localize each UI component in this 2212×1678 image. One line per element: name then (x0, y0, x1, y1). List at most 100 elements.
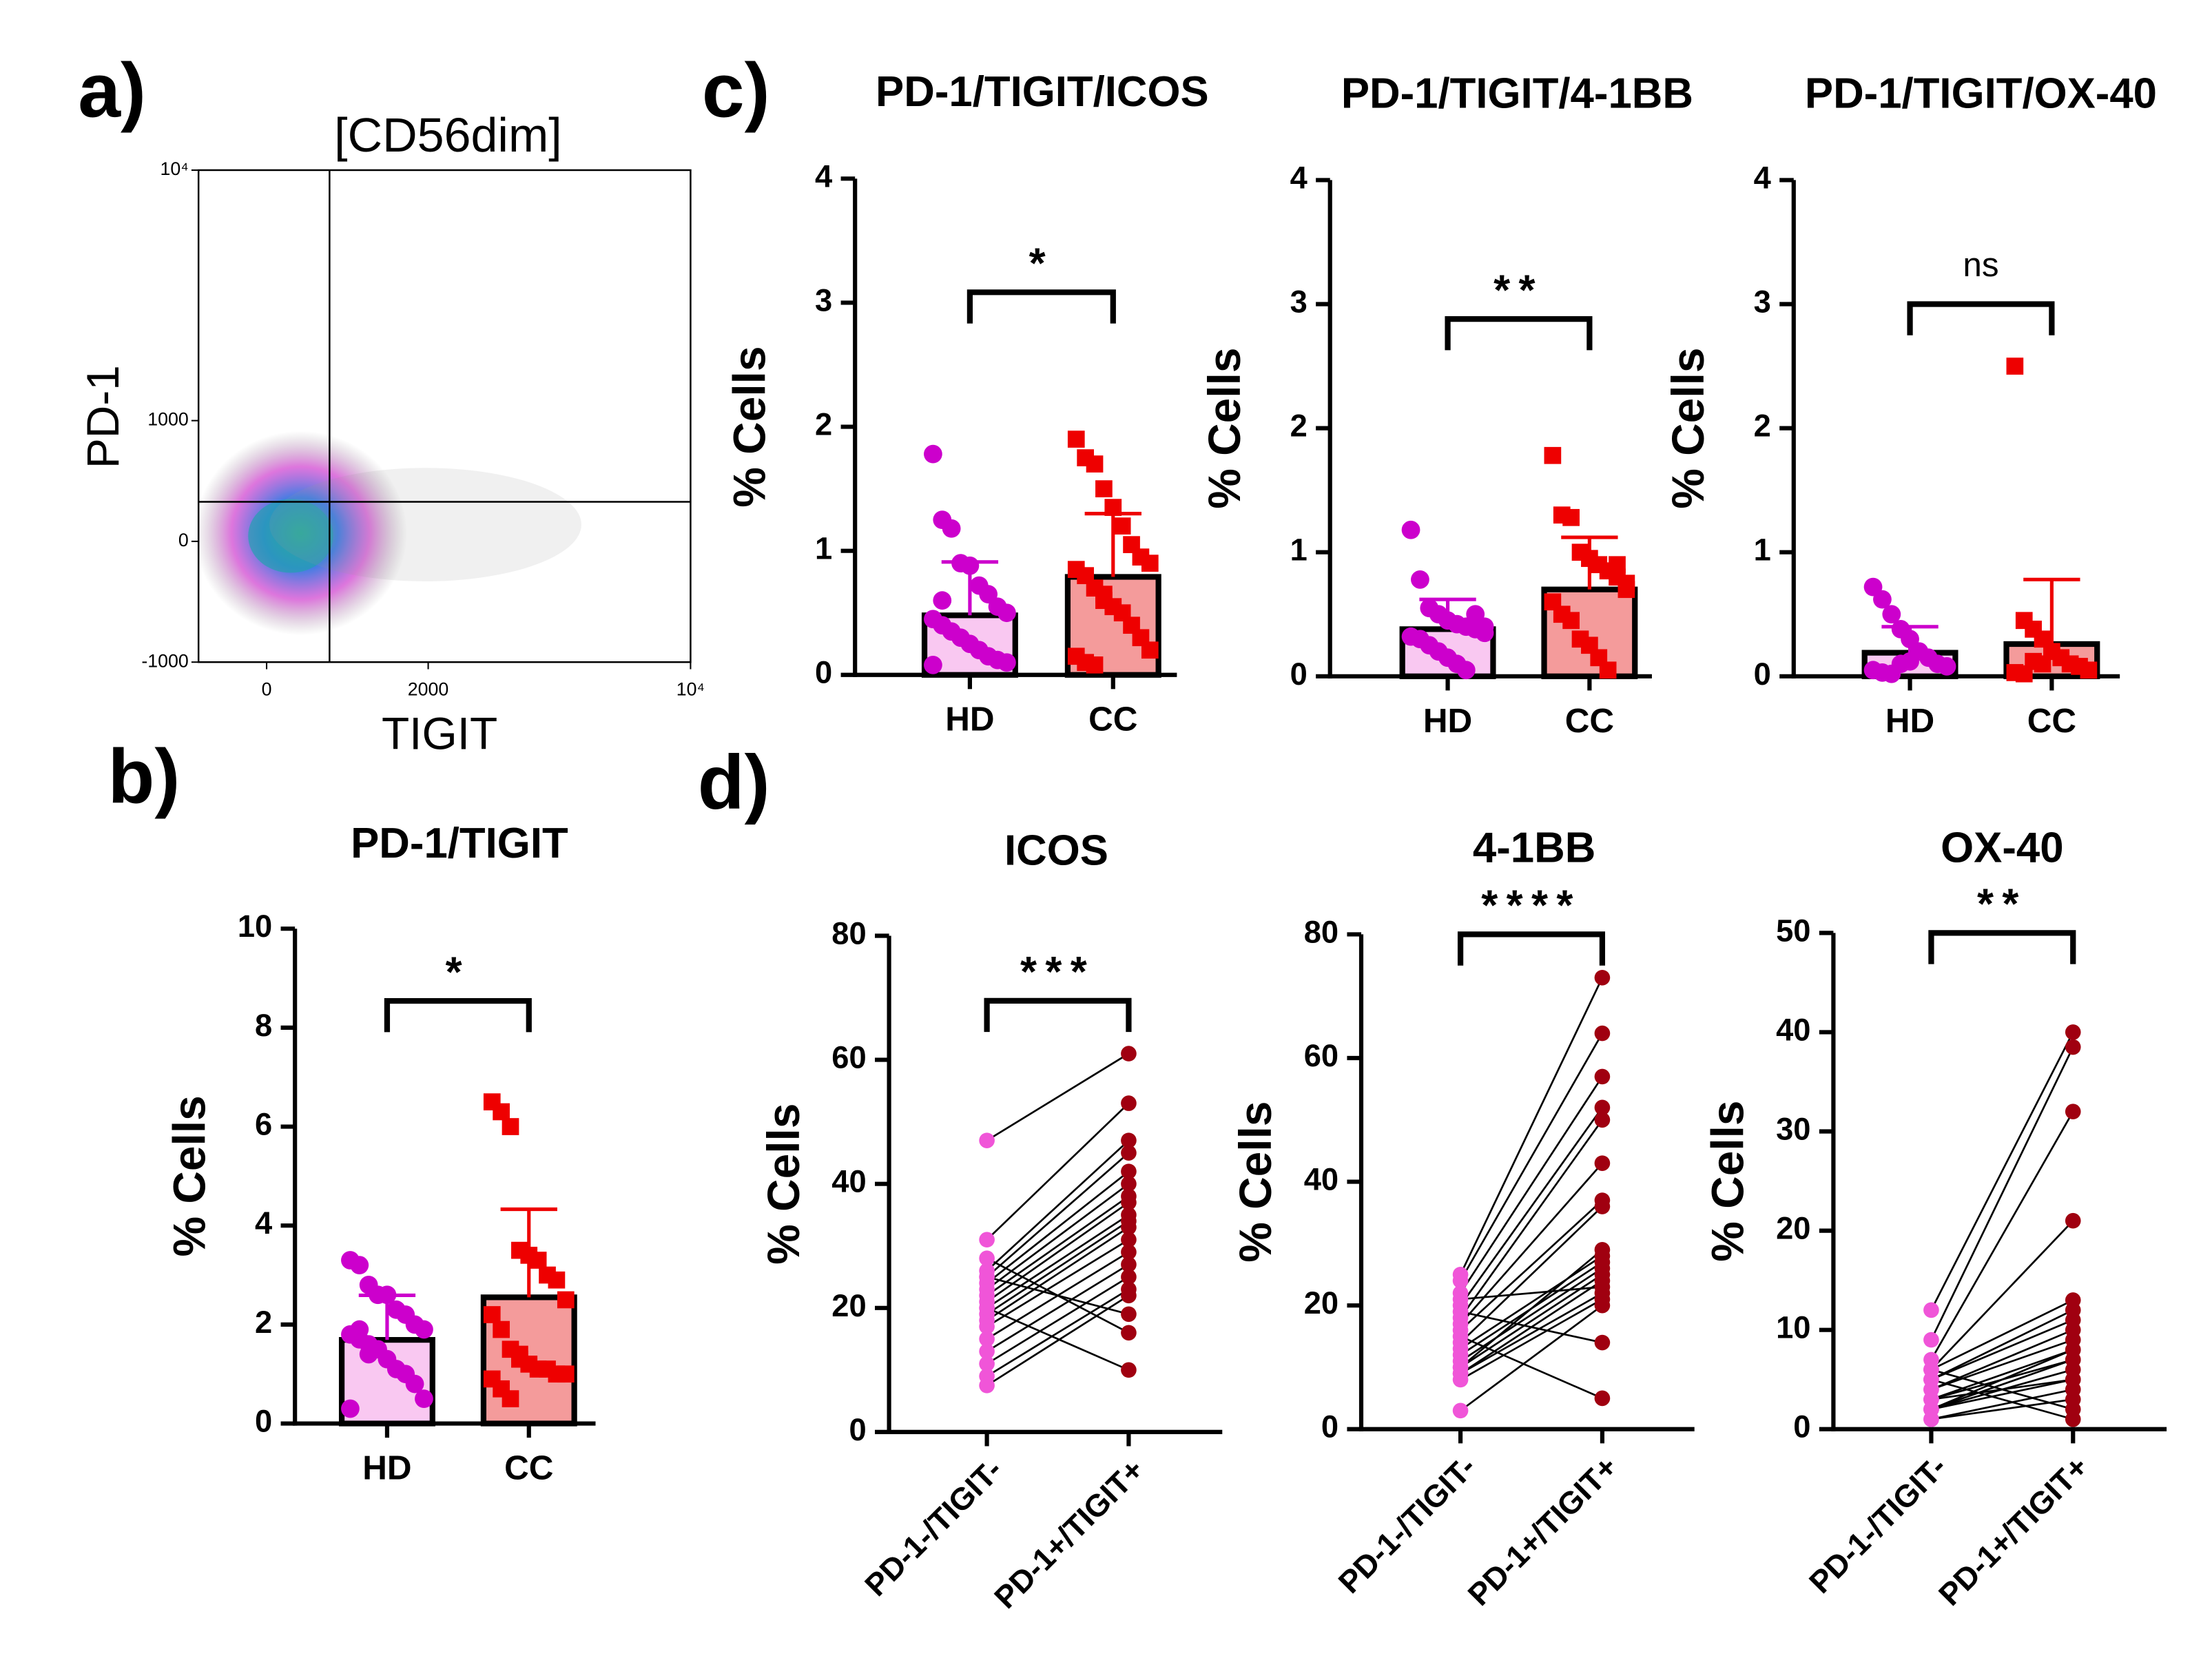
significance-bracket (1457, 931, 1606, 966)
data-point (1086, 656, 1104, 674)
data-point (1562, 508, 1580, 526)
data-point (1475, 617, 1494, 636)
x-tick-label: 10⁴ (676, 679, 705, 699)
y-tick-label: 20 (1776, 1211, 1810, 1246)
y-tick-label: 3 (1290, 284, 1307, 319)
pair-line (1930, 1220, 2074, 1371)
y-tick-label: 0 (815, 655, 832, 690)
significance-label: * (1029, 240, 1054, 288)
y-tick-label: 2 (1290, 408, 1307, 444)
x-axis-label: TIGIT (382, 708, 497, 759)
event-cloud-tail (269, 468, 581, 581)
data-point (942, 519, 961, 538)
y-tick-label: 0 (255, 1404, 272, 1439)
y-tick-label: 0 (1754, 656, 1771, 692)
pair-line (1930, 1299, 2074, 1371)
x-tick-label: CC (2027, 702, 2076, 740)
y-tick-label: 3 (1754, 284, 1771, 319)
x-tick-label: HD (1885, 702, 1934, 740)
y-tick-label: 4 (815, 158, 832, 194)
y-tick-label: 4 (255, 1205, 272, 1241)
pair-line (1931, 1378, 2074, 1400)
y-tick-label: 10 (238, 909, 272, 944)
pair-line (1460, 1205, 1603, 1344)
y-axis-label: % Cells (758, 1104, 809, 1265)
significance-bracket (1907, 301, 2055, 335)
y-tick-label: 0 (1793, 1409, 1810, 1444)
data-point (529, 1252, 547, 1269)
pair-line (1460, 1267, 1603, 1363)
pair-line (986, 1220, 1130, 1315)
data-point (979, 1250, 995, 1267)
data-point (1121, 1256, 1137, 1273)
data-point (1937, 657, 1956, 676)
y-tick-label: 60 (831, 1040, 866, 1075)
data-point (1594, 1242, 1611, 1258)
data-point (979, 1318, 995, 1335)
y-axis-label: % Cells (723, 346, 774, 507)
data-point (1141, 641, 1159, 659)
pair-line (1459, 1033, 1604, 1281)
pair-line (1460, 1305, 1603, 1411)
data-point (557, 1291, 575, 1309)
data-point (350, 1320, 369, 1339)
data-point (1401, 520, 1420, 539)
data-point (2080, 661, 2098, 679)
data-point (979, 1300, 995, 1316)
data-point (1599, 661, 1617, 679)
y-axis-label: PD-1 (77, 365, 128, 468)
data-point (2065, 1411, 2081, 1427)
data-point (924, 655, 942, 674)
pair-line (986, 1139, 1130, 1272)
y-tick-label: 60 (1304, 1038, 1338, 1073)
pair-line (1930, 1319, 2074, 1380)
pair-line (1459, 1119, 1603, 1318)
significance-label: *** (1020, 949, 1095, 996)
pair-line (986, 1053, 1130, 1141)
y-tick-label: 4 (1754, 160, 1771, 195)
pair-line (1459, 1107, 1603, 1306)
pair-line (986, 1201, 1130, 1303)
significance-bracket (984, 997, 1132, 1033)
y-tick-label: 2 (815, 407, 832, 442)
pair-line (1460, 1292, 1603, 1375)
x-tick-label: CC (1565, 702, 1614, 740)
pair-line (1930, 1329, 2074, 1391)
significance-bracket (967, 289, 1116, 324)
pair-line (986, 1170, 1130, 1284)
chart-title: OX-40 (1941, 824, 2063, 871)
data-point (1095, 480, 1113, 497)
data-point (2065, 1371, 2081, 1388)
data-point (493, 1320, 510, 1338)
data-point (502, 1390, 519, 1407)
data-point (1141, 555, 1159, 572)
pair-line (1460, 1199, 1603, 1332)
data-point (415, 1320, 433, 1339)
y-tick-label: 20 (831, 1288, 866, 1323)
data-point (1121, 1325, 1137, 1341)
data-point (1121, 1194, 1137, 1211)
pair-line (986, 1288, 1130, 1377)
y-tick-label: 4 (1290, 160, 1307, 195)
data-point (1594, 1025, 1611, 1042)
data-point (1562, 612, 1580, 630)
significance-label: ** (1977, 881, 2027, 929)
data-point (1104, 499, 1122, 516)
pair-line (1459, 1076, 1604, 1294)
chart-title: [CD56dim] (334, 108, 562, 162)
data-point (1452, 1359, 1469, 1376)
x-tick-label: HD (362, 1449, 411, 1487)
pair-line (1930, 1338, 2074, 1391)
y-tick-label: 0 (178, 530, 189, 550)
y-tick-label: 40 (831, 1164, 866, 1199)
data-point (1121, 1362, 1137, 1378)
y-tick-label: 8 (255, 1008, 272, 1043)
data-point (1609, 556, 1626, 574)
data-point (1594, 1155, 1611, 1171)
significance-bracket (384, 997, 532, 1033)
panel-label: d) (698, 739, 770, 825)
chart-title: PD-1/TIGIT/4-1BB (1341, 70, 1693, 117)
data-point (1617, 581, 1635, 599)
pair-line (986, 1257, 1130, 1334)
data-point (1452, 1328, 1469, 1345)
